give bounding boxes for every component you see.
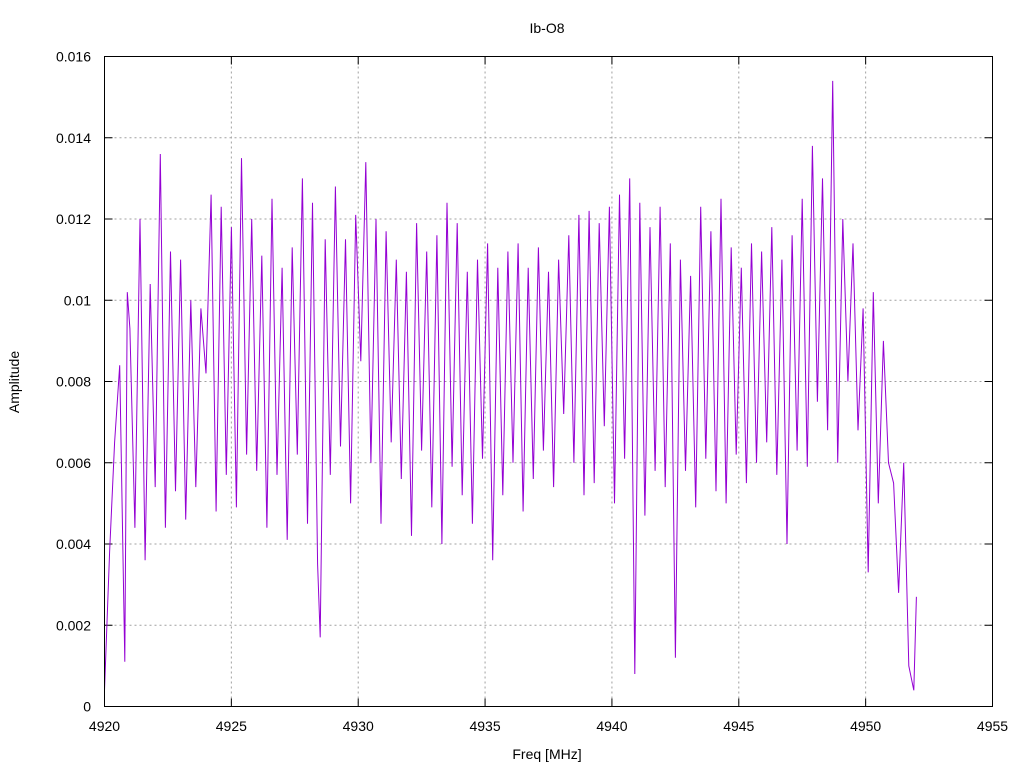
x-axis-label: Freq [MHz]: [512, 746, 581, 762]
x-tick-label: 4950: [850, 718, 881, 734]
x-tick-label: 4930: [343, 718, 374, 734]
y-tick-label: 0.008: [56, 374, 91, 390]
x-tick-label: 4925: [216, 718, 247, 734]
x-tick-label: 4935: [469, 718, 500, 734]
series-line: [104, 80, 917, 691]
y-tick-label: 0.012: [56, 211, 91, 227]
y-tick-label: 0.014: [56, 130, 91, 146]
y-tick-label: 0.01: [64, 292, 91, 308]
plot-frame: [104, 56, 993, 707]
y-tick-label: 0.016: [56, 49, 91, 65]
x-tick-label: 4945: [723, 718, 754, 734]
x-tick-label: 4955: [977, 718, 1008, 734]
x-tick-label: 4920: [89, 718, 120, 734]
x-tick-label: 4940: [596, 718, 627, 734]
tick-labels: 4920 4925 4930 4935 4940 4945 4950 4955 0 0.002 0.…: [56, 49, 1008, 735]
y-tick-label: 0.004: [56, 536, 91, 552]
y-tick-label: 0: [83, 699, 91, 715]
y-axis-label: Amplitude: [6, 351, 22, 413]
y-tick-label: 0.002: [56, 617, 91, 633]
chart-title: Ib-O8: [529, 20, 564, 36]
series-layer: [104, 80, 917, 691]
y-tick-label: 0.006: [56, 455, 91, 471]
